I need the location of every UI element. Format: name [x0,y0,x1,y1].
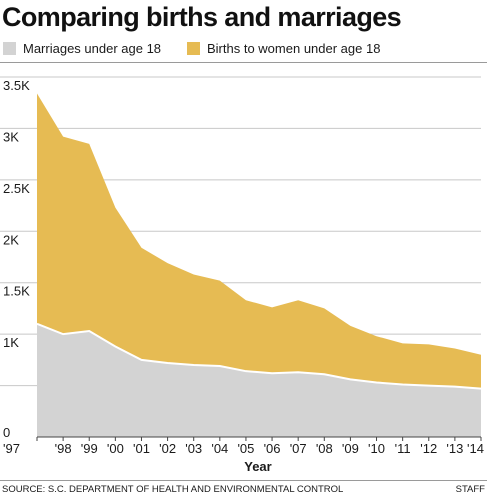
legend-divider [0,62,487,63]
series-area-marriages [37,323,481,437]
x-tick-label: '06 [264,441,281,456]
x-tick-label: '02 [159,441,176,456]
x-tick-label: '01 [133,441,150,456]
legend-item-births: Births to women under age 18 [187,41,380,56]
area-layer [37,93,481,437]
x-tick-label: '12 [420,441,437,456]
legend-label-births: Births to women under age 18 [207,41,381,56]
credit-note: STAFF [455,484,485,495]
footer-divider [0,480,487,481]
series-line-marriages [36,322,482,390]
x-tick-label: '98 [55,441,72,456]
x-tick-label: '99 [81,441,98,456]
x-tick-label: '05 [237,441,254,456]
axis-layer: 0 1K 1.5K 2K 2.5K 3K 3.5K '97 '98 '99 '00 '01 '02 '03… [3,78,484,456]
x-tick-label: '13 [446,441,463,456]
y-tick-label: 2K [3,232,19,247]
x-tick-label: '09 [342,441,359,456]
x-tick-label: '10 [368,441,385,456]
y-tick-label: 2.5K [3,181,30,196]
legend-label-marriages: Marriages under age 18 [23,41,162,56]
source-note: SOURCE: S.C. DEPARTMENT OF HEALTH AND EN… [2,484,344,495]
chart-title: Comparing births and marriages [2,2,402,32]
series-area-births [37,93,481,389]
x-tick-label: '14 [467,441,484,456]
y-tick-label: 3.5K [3,78,30,93]
x-axis-title: Year [244,459,271,474]
y-tick-label: 3K [3,129,19,144]
x-tick-label: '04 [211,441,228,456]
x-tick-label: '11 [395,441,411,456]
x-tick-label: '03 [185,441,202,456]
legend-item-marriages: Marriages under age 18 [3,41,161,56]
x-tick-label: '07 [290,441,307,456]
legend-swatch-marriages [3,42,16,55]
y-tick-label: 0 [3,425,10,440]
legend-swatch-births [187,42,200,55]
x-tick-label: '08 [316,441,333,456]
x-tick-label: '00 [107,441,124,456]
line-layer [36,322,482,390]
y-tick-label: 1K [3,335,19,350]
x-tick-label: '97 [3,441,20,456]
y-tick-label: 1.5K [3,284,30,299]
